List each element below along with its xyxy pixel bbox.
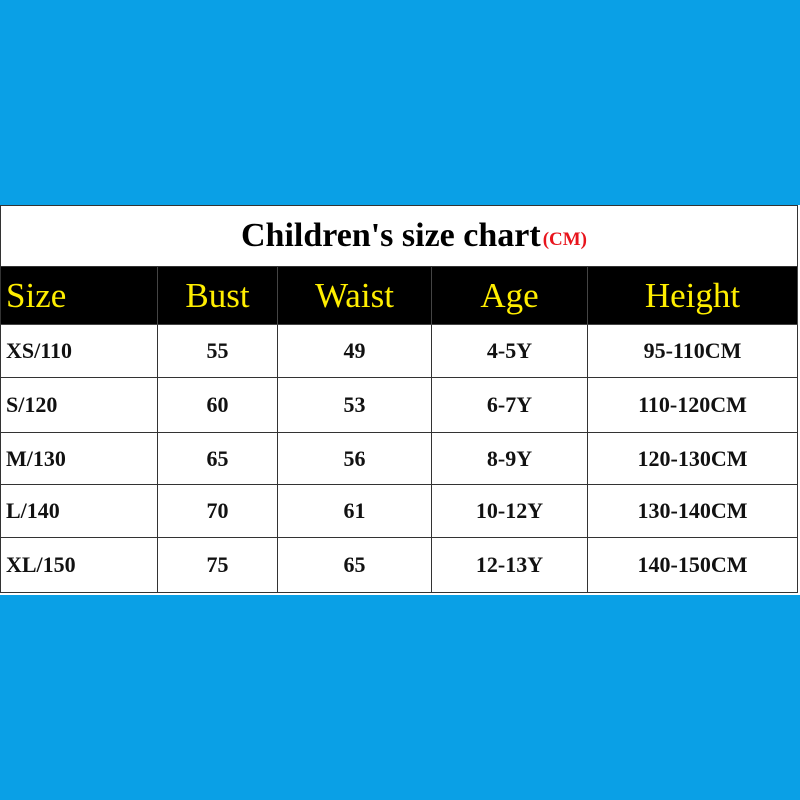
table-value-cell: 6-7Y	[432, 378, 588, 433]
table-value-cell: 65	[278, 538, 432, 593]
header-label: Bust	[185, 275, 250, 315]
table-value: 140-150CM	[637, 552, 748, 577]
table-value: XL/150	[6, 552, 76, 577]
table-value-cell: M/130	[0, 433, 158, 485]
table-value-cell: 12-13Y	[432, 538, 588, 593]
table-value-cell: 4-5Y	[432, 325, 588, 378]
table-value-cell: 53	[278, 378, 432, 433]
unit: (CM)	[542, 229, 587, 250]
table-value: M/130	[6, 445, 66, 471]
header-label-cell: Bust	[158, 267, 278, 325]
table-value-cell: 120-130CM	[588, 433, 798, 485]
header-label: Size	[6, 275, 67, 315]
table-value: 49	[343, 338, 366, 363]
table-value: 10-12Y	[475, 498, 544, 523]
title: Children's size chart	[240, 217, 541, 254]
table-value-cell: XS/110	[0, 325, 158, 378]
header-label: Height	[644, 275, 741, 315]
table-value: 110-120CM	[638, 392, 747, 417]
table-value: 70	[206, 498, 229, 523]
table-value: 61	[343, 498, 366, 523]
table-value: 6-7Y	[486, 392, 533, 417]
table-value: 95-110CM	[643, 338, 742, 363]
table-value: 55	[206, 338, 229, 363]
table-value-cell: 110-120CM	[588, 378, 798, 433]
table-value: 75	[206, 552, 229, 577]
size-chart: Children's size chart (CM) Size Bust Waist…	[0, 205, 800, 595]
table-value-cell: 8-9Y	[432, 433, 588, 485]
table-value: 130-140CM	[637, 498, 748, 523]
table-value-cell: 140-150CM	[588, 538, 798, 593]
table-value: 120-130CM	[637, 445, 748, 471]
table-value-cell: 49	[278, 325, 432, 378]
table-value-cell: 60	[158, 378, 278, 433]
table-value-cell: 55	[158, 325, 278, 378]
table-value-cell: 10-12Y	[432, 485, 588, 538]
table-value: 53	[343, 392, 366, 417]
header-label-cell: Waist	[278, 267, 432, 325]
table-value-cell: 56	[278, 433, 432, 485]
table-value-cell: 75	[158, 538, 278, 593]
table-value: 4-5Y	[486, 338, 533, 363]
table-value: 65	[206, 445, 229, 471]
table-value: 8-9Y	[486, 445, 533, 471]
table-value: 60	[206, 392, 229, 417]
table-value: S/120	[6, 392, 58, 417]
table-value: 12-13Y	[475, 552, 544, 577]
table-value: 56	[343, 445, 366, 471]
table-value-cell: L/140	[0, 485, 158, 538]
table-value: XS/110	[6, 338, 73, 363]
header-label-cell: Age	[432, 267, 588, 325]
header-label-cell: Size	[0, 267, 158, 325]
header-label: Waist	[315, 275, 394, 315]
table-value-cell: 130-140CM	[588, 485, 798, 538]
table-value-cell: 65	[158, 433, 278, 485]
table-value: L/140	[6, 498, 60, 523]
table-value-cell: 70	[158, 485, 278, 538]
table-value-cell: XL/150	[0, 538, 158, 593]
table-value-cell: 95-110CM	[588, 325, 798, 378]
header-label-cell: Height	[588, 267, 798, 325]
header-label: Age	[480, 275, 539, 315]
table-value-cell: S/120	[0, 378, 158, 433]
table-value: 65	[343, 552, 366, 577]
table-value-cell: 61	[278, 485, 432, 538]
title-row: Children's size chart (CM)	[0, 205, 798, 267]
